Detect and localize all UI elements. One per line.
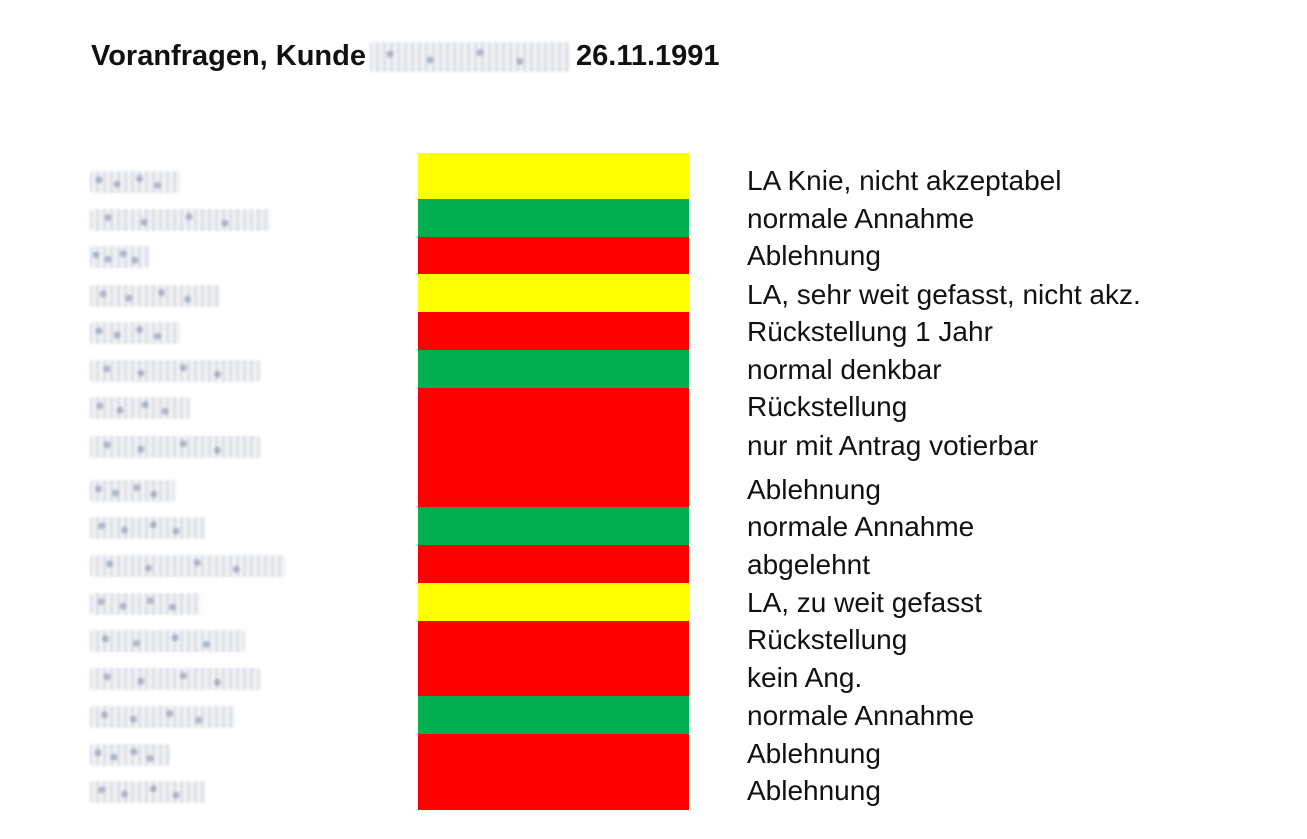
redacted-name	[90, 246, 150, 268]
decision-label: Ablehnung	[747, 474, 881, 505]
status-bar-yellow	[418, 153, 689, 199]
redacted-name	[90, 744, 170, 766]
decision-label: kein Ang.	[747, 662, 863, 693]
status-bar-green	[418, 507, 689, 545]
redacted-customer-name	[370, 41, 570, 72]
status-bar-green	[418, 350, 689, 388]
redacted-name	[90, 322, 180, 344]
redacted-name	[90, 555, 285, 577]
title-prefix: Voranfragen, Kunde	[91, 40, 366, 72]
status-bar-red	[418, 621, 689, 659]
redacted-name	[90, 397, 190, 419]
document-title: Voranfragen, Kunde 26.11.1991	[91, 40, 720, 73]
redacted-name	[90, 171, 180, 193]
redacted-name	[90, 630, 245, 652]
redacted-name	[90, 285, 220, 307]
decision-label: nur mit Antrag votierbar	[747, 430, 1039, 461]
status-bar-red	[418, 312, 689, 350]
status-bar-red	[418, 388, 689, 427]
decision-label: LA, sehr weit gefasst, nicht akz.	[747, 279, 1141, 310]
redacted-name	[90, 517, 205, 539]
redacted-name	[90, 480, 175, 502]
status-bar-red	[418, 659, 689, 696]
status-bar-red	[418, 467, 689, 507]
status-bar-green	[418, 199, 689, 237]
decision-label: LA, zu weit gefasst	[747, 587, 983, 618]
status-bar-red	[418, 545, 689, 583]
redacted-name	[90, 593, 200, 615]
redacted-name	[90, 209, 270, 231]
status-bar-yellow	[418, 274, 689, 312]
redacted-name	[90, 360, 260, 382]
redacted-name	[90, 668, 260, 690]
decision-label: normale Annahme	[747, 511, 975, 542]
redacted-name	[90, 781, 205, 803]
status-bar-red	[418, 427, 689, 467]
decision-label: LA Knie, nicht akzeptabel	[747, 165, 1062, 196]
decision-label: Ablehnung	[747, 738, 881, 769]
decision-label: Ablehnung	[747, 240, 881, 271]
decision-label: normal denkbar	[747, 354, 942, 385]
status-bar-yellow	[418, 583, 689, 621]
status-bar-red	[418, 772, 689, 810]
redacted-name	[90, 706, 235, 728]
decision-label: Rückstellung	[747, 391, 908, 422]
title-date: 26.11.1991	[576, 40, 720, 72]
decision-label: normale Annahme	[747, 203, 975, 234]
decision-label: Ablehnung	[747, 775, 881, 806]
redacted-name	[90, 436, 260, 458]
status-bar-red	[418, 237, 689, 274]
decision-label: Rückstellung 1 Jahr	[747, 316, 993, 347]
decision-label: Rückstellung	[747, 624, 908, 655]
status-bar-green	[418, 696, 689, 734]
decision-label: normale Annahme	[747, 700, 975, 731]
status-bar-red	[418, 734, 689, 772]
decision-label: abgelehnt	[747, 549, 871, 580]
